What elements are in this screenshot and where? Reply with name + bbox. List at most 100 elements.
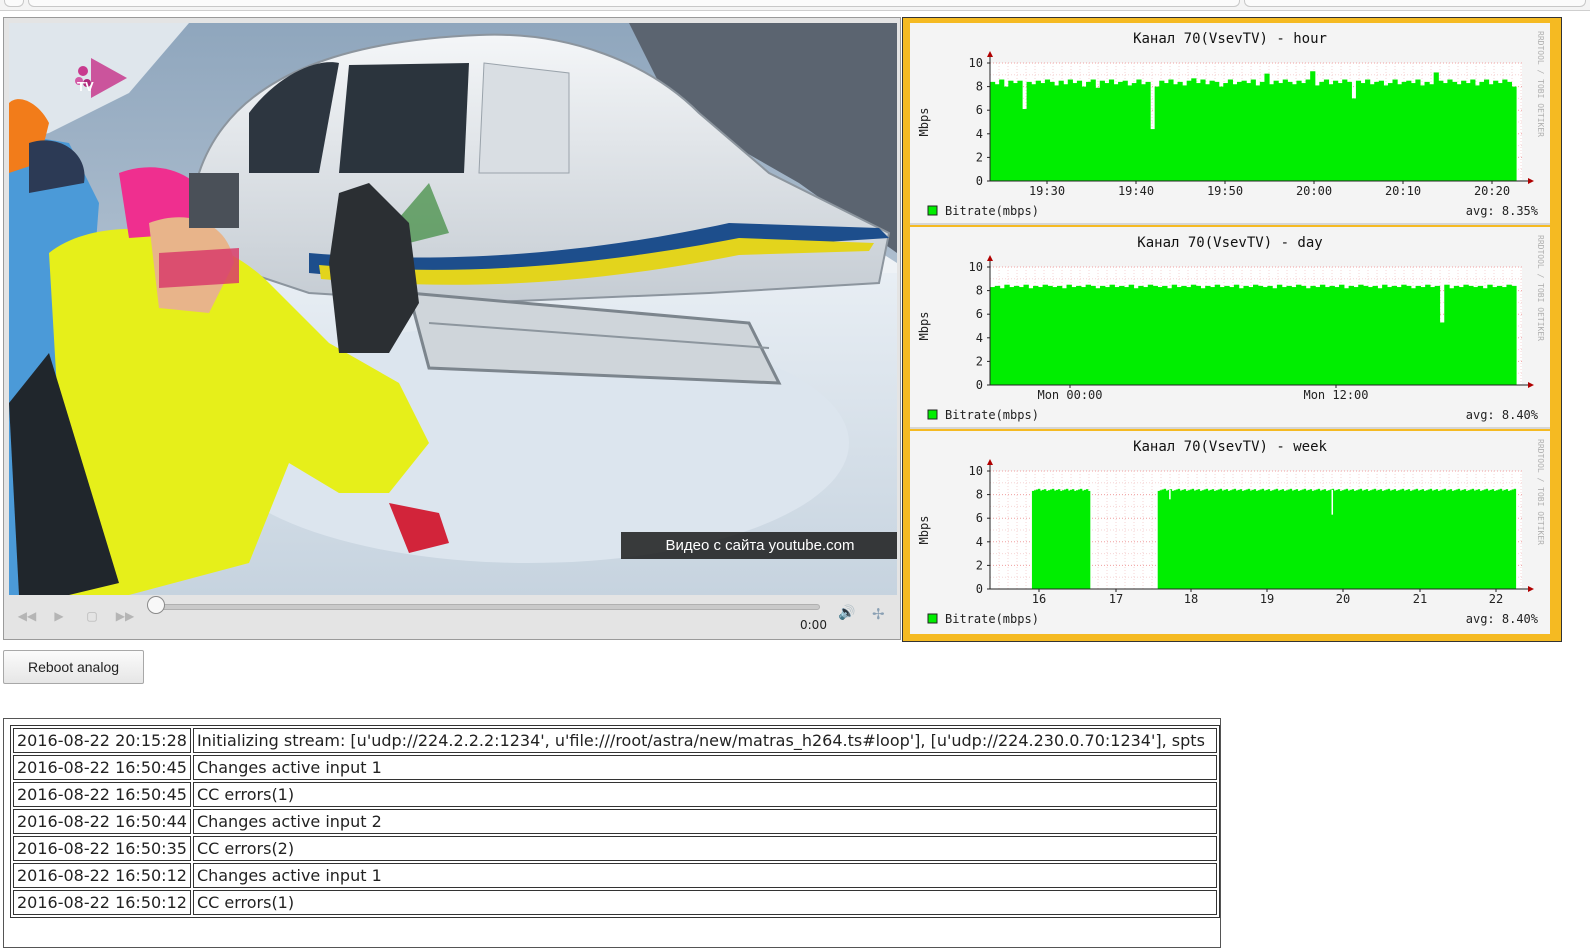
bitrate-bar — [1239, 489, 1243, 589]
bitrate-bar — [1009, 287, 1015, 385]
bitrate-bar — [1413, 489, 1417, 589]
bitrate-bar — [1341, 490, 1345, 589]
x-tick-label: Mon 00:00 — [1037, 388, 1102, 402]
bitrate-bar — [1235, 490, 1239, 589]
bitrate-bar — [1301, 489, 1305, 589]
x-tick-label: 19:30 — [1029, 184, 1065, 198]
bitrate-bar — [1310, 71, 1316, 181]
bitrate-bar — [1176, 287, 1182, 385]
bitrate-bar — [1505, 489, 1509, 589]
bitrate-bar — [1056, 285, 1063, 385]
bitrate-bar — [1351, 98, 1357, 181]
bitrate-bar — [1209, 489, 1213, 589]
bitrate-bar — [1072, 83, 1078, 181]
y-tick-label: 2 — [976, 558, 983, 572]
bitrate-bar — [1355, 490, 1359, 589]
bitrate-bar — [1219, 287, 1225, 385]
y-tick-label: 10 — [969, 56, 983, 70]
stop-icon[interactable]: ▢ — [86, 609, 98, 623]
bitrate-bar — [1023, 284, 1029, 385]
video-frame[interactable]: TV Видео с сайта youtube.com — [9, 23, 897, 595]
bitrate-bar — [1042, 284, 1048, 385]
table-row: 2016-08-22 16:50:45 Changes active input … — [13, 755, 1217, 780]
bitrate-bar — [1337, 83, 1343, 181]
bitrate-bar — [1487, 490, 1491, 589]
bitrate-bar — [1361, 490, 1365, 589]
rewind-icon[interactable]: ◀◀ — [17, 609, 37, 623]
legend-swatch — [927, 613, 938, 624]
bitrate-bar — [1035, 489, 1039, 589]
address-bar-edge[interactable] — [28, 0, 1240, 7]
youtube-watermark: Видео с сайта youtube.com — [621, 532, 897, 559]
bitrate-bar — [1086, 81, 1092, 181]
reboot-analog-button[interactable]: Reboot analog — [3, 650, 144, 684]
bitrate-bar — [1087, 490, 1091, 589]
bitrate-bar — [1331, 488, 1335, 589]
bitrate-bar — [1269, 490, 1273, 589]
bitrate-bar — [1431, 490, 1435, 589]
log-timestamp: 2016-08-22 16:50:12 — [13, 863, 191, 888]
bitrate-bar — [1169, 489, 1173, 589]
fullscreen-icon[interactable]: ✢ — [872, 605, 885, 623]
bitrate-bar — [1299, 490, 1303, 589]
scroll-handle-left[interactable] — [4, 0, 24, 7]
bitrate-bar — [1090, 285, 1096, 385]
fast-forward-icon[interactable]: ▶▶ — [115, 609, 135, 623]
x-tick-label: 19:50 — [1207, 184, 1243, 198]
bitrate-bar — [994, 285, 1001, 385]
bitrate-bar — [1267, 285, 1273, 385]
rrdtool-credit: RRDTOOL / TOBI OETIKER — [1536, 31, 1545, 137]
bitrate-bar — [1333, 490, 1337, 589]
bitrate-bar — [1374, 81, 1380, 181]
bitrate-bar — [1443, 488, 1447, 589]
video-player[interactable]: TV Видео с сайта youtube.com ◀◀ ▶ ▢ ▶▶ 0… — [3, 17, 901, 640]
x-tick-label: Mon 12:00 — [1303, 388, 1368, 402]
bitrate-bar — [1411, 490, 1415, 589]
bitrate-bar — [1083, 489, 1087, 589]
bitrate-bar — [1425, 284, 1431, 385]
seek-bar[interactable] — [156, 604, 820, 610]
bitrate-bar — [1345, 488, 1349, 589]
bitrate-bar — [1449, 288, 1455, 385]
y-axis-arrow — [987, 459, 993, 465]
bitrate-bar — [1423, 490, 1427, 589]
bitrate-bar — [1173, 490, 1177, 589]
bitrate-bar — [1229, 490, 1233, 589]
bitrate-bar — [1051, 488, 1055, 589]
search-bar-edge[interactable] — [1244, 0, 1586, 7]
bitrate-bar — [1493, 490, 1497, 589]
bitrate-bar — [1461, 80, 1467, 181]
bitrate-bar — [1439, 322, 1445, 385]
bitrate-bar — [1279, 489, 1283, 589]
bitrate-bar — [1033, 490, 1037, 589]
bitrate-bar — [990, 81, 996, 181]
bitrate-bar — [1233, 284, 1240, 385]
bitrate-bar — [1453, 285, 1460, 385]
volume-icon[interactable]: 🔊 — [838, 605, 856, 621]
bitrate-bar — [999, 288, 1005, 385]
bitrate-bar — [1191, 78, 1197, 181]
seek-handle[interactable] — [147, 596, 165, 614]
bitrate-bar — [1152, 285, 1158, 385]
bitrate-bar — [1289, 488, 1293, 589]
event-log: 2016-08-22 20:15:28 Initializing stream: … — [3, 718, 1221, 948]
bitrate-bar — [1401, 81, 1407, 181]
bitrate-bar — [1465, 83, 1471, 181]
bitrate-bar — [1205, 488, 1209, 589]
play-icon[interactable]: ▶ — [54, 609, 64, 623]
bitrate-bar — [1080, 287, 1087, 385]
bitrate-bar — [1123, 287, 1130, 385]
bitrate-bar — [1327, 490, 1331, 589]
bitrate-bar — [1058, 80, 1064, 181]
bitrate-bar — [1497, 83, 1503, 181]
bitrate-bar — [1434, 285, 1441, 385]
bitrate-bar — [1433, 72, 1439, 181]
graph-day: Канал 70(VsevTV) - day RRDTOOL / TOBI OET… — [910, 227, 1550, 429]
bitrate-bar — [1429, 488, 1433, 589]
bitrate-bar — [1343, 288, 1350, 385]
bitrate-bar — [1417, 490, 1421, 589]
bitrate-bar — [1339, 284, 1345, 385]
bitrate-bar — [1031, 490, 1035, 589]
bitrate-bar — [1264, 73, 1270, 181]
bitrate-bar — [1018, 287, 1025, 385]
